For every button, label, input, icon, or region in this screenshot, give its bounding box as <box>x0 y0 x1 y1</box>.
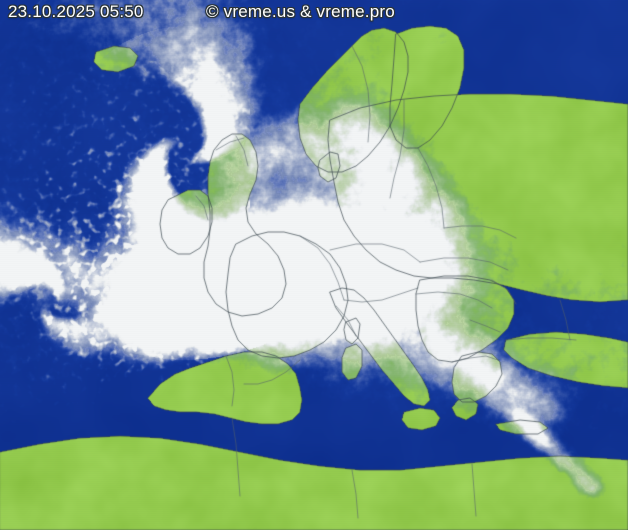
satellite-map-canvas <box>0 0 628 530</box>
satellite-image-viewport: 23.10.2025 05:50 © vreme.us & vreme.pro <box>0 0 628 530</box>
